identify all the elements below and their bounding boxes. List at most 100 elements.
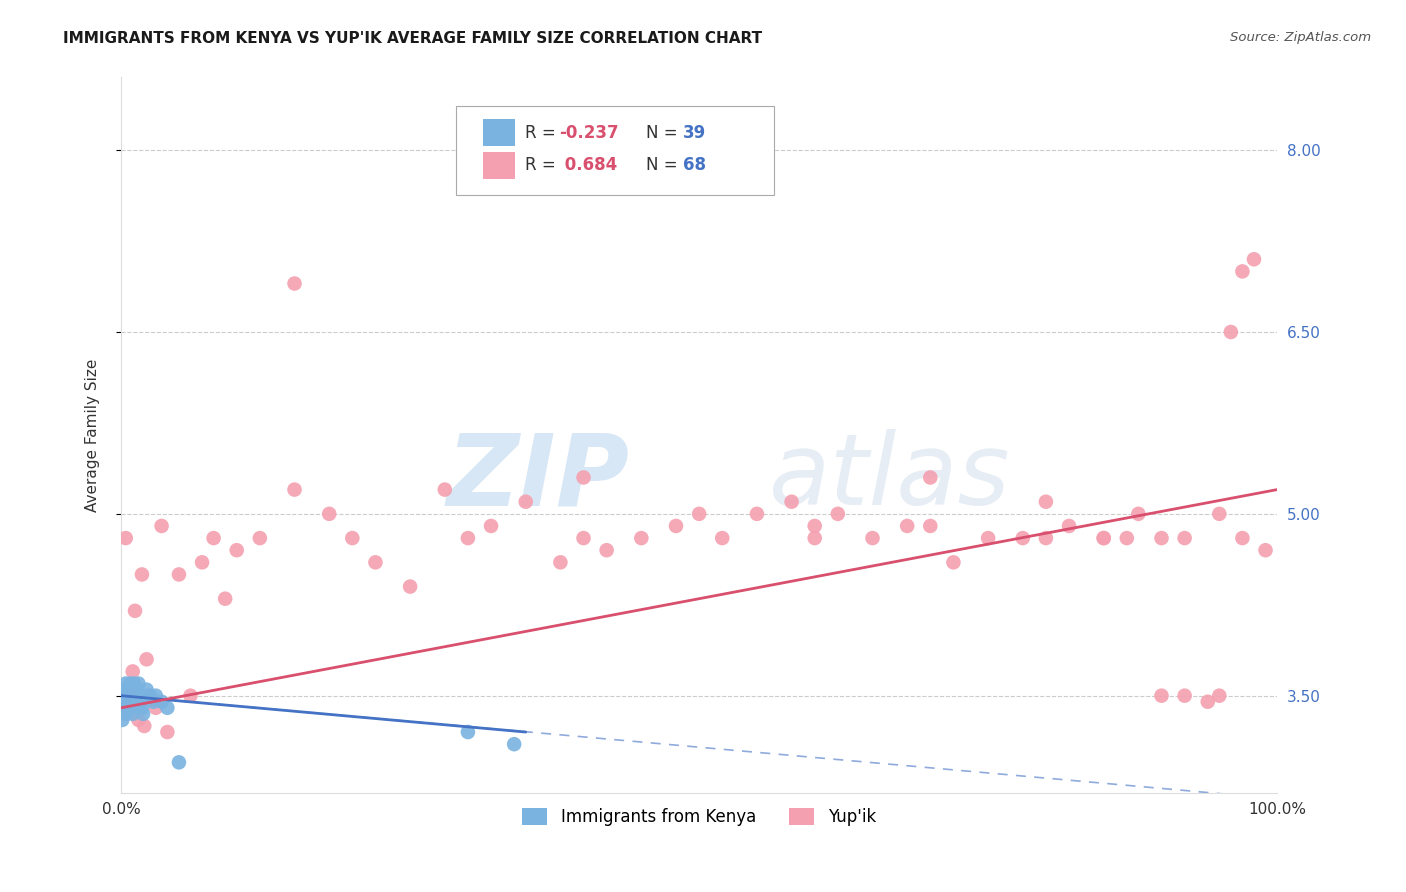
Point bbox=[111, 713, 134, 727]
Point bbox=[711, 531, 734, 545]
FancyBboxPatch shape bbox=[457, 106, 775, 195]
Point bbox=[120, 689, 142, 703]
Point bbox=[1035, 531, 1057, 545]
Point bbox=[515, 494, 537, 508]
Point bbox=[1232, 264, 1254, 278]
Text: 68: 68 bbox=[683, 156, 706, 175]
Point bbox=[1174, 689, 1197, 703]
Point bbox=[827, 507, 849, 521]
Point bbox=[145, 689, 167, 703]
Point bbox=[167, 567, 190, 582]
Point bbox=[249, 531, 271, 545]
Point bbox=[1208, 689, 1230, 703]
Text: N =: N = bbox=[645, 123, 683, 142]
Point bbox=[121, 706, 143, 721]
Point bbox=[1150, 531, 1173, 545]
Point bbox=[114, 531, 136, 545]
Point bbox=[121, 689, 143, 703]
Point bbox=[191, 555, 214, 569]
Point bbox=[1243, 252, 1265, 267]
Point bbox=[1150, 689, 1173, 703]
Point bbox=[745, 507, 768, 521]
Text: Source: ZipAtlas.com: Source: ZipAtlas.com bbox=[1230, 31, 1371, 45]
Point bbox=[1092, 531, 1115, 545]
Point bbox=[1254, 543, 1277, 558]
Point bbox=[1011, 531, 1033, 545]
Text: N =: N = bbox=[645, 156, 683, 175]
Point bbox=[780, 494, 803, 508]
Point bbox=[139, 689, 162, 703]
Point bbox=[803, 531, 825, 545]
Point bbox=[114, 706, 136, 721]
Point bbox=[156, 725, 179, 739]
Point bbox=[112, 695, 135, 709]
Text: R =: R = bbox=[524, 123, 561, 142]
Point bbox=[117, 689, 139, 703]
Point bbox=[117, 700, 139, 714]
Point bbox=[131, 567, 153, 582]
Point bbox=[479, 519, 502, 533]
Text: 0.684: 0.684 bbox=[560, 156, 617, 175]
Point bbox=[550, 555, 572, 569]
Point bbox=[399, 580, 422, 594]
Point bbox=[572, 470, 595, 484]
Point bbox=[112, 689, 135, 703]
Point bbox=[318, 507, 340, 521]
Point bbox=[125, 689, 148, 703]
Point bbox=[920, 519, 942, 533]
Point bbox=[121, 695, 143, 709]
Point bbox=[115, 689, 138, 703]
Point bbox=[283, 277, 305, 291]
Text: atlas: atlas bbox=[769, 429, 1010, 526]
Point bbox=[118, 695, 141, 709]
Point bbox=[920, 470, 942, 484]
Point bbox=[124, 604, 146, 618]
Point bbox=[1092, 531, 1115, 545]
FancyBboxPatch shape bbox=[482, 119, 516, 146]
Point bbox=[121, 665, 143, 679]
Point bbox=[179, 689, 201, 703]
Point bbox=[862, 531, 884, 545]
Point bbox=[114, 682, 136, 697]
Point bbox=[120, 676, 142, 690]
Point bbox=[457, 531, 479, 545]
Point bbox=[977, 531, 1000, 545]
Point bbox=[457, 725, 479, 739]
Point bbox=[342, 531, 364, 545]
Point bbox=[364, 555, 387, 569]
Point bbox=[156, 700, 179, 714]
Point bbox=[128, 689, 150, 703]
Point bbox=[127, 713, 149, 727]
FancyBboxPatch shape bbox=[482, 152, 516, 179]
Text: R =: R = bbox=[524, 156, 561, 175]
Point bbox=[114, 700, 136, 714]
Text: -0.237: -0.237 bbox=[560, 123, 619, 142]
Point bbox=[114, 676, 136, 690]
Point bbox=[225, 543, 247, 558]
Point bbox=[1197, 695, 1219, 709]
Point bbox=[665, 519, 688, 533]
Point bbox=[942, 555, 965, 569]
Point bbox=[134, 719, 156, 733]
Point bbox=[283, 483, 305, 497]
Point bbox=[142, 695, 165, 709]
Point bbox=[118, 689, 141, 703]
Point bbox=[129, 695, 152, 709]
Point bbox=[150, 519, 173, 533]
Point bbox=[595, 543, 617, 558]
Point bbox=[134, 689, 156, 703]
Point bbox=[803, 519, 825, 533]
Text: 39: 39 bbox=[683, 123, 706, 142]
Point bbox=[127, 695, 149, 709]
Point bbox=[1232, 531, 1254, 545]
Point bbox=[122, 676, 145, 690]
Y-axis label: Average Family Size: Average Family Size bbox=[86, 359, 100, 512]
Point bbox=[572, 531, 595, 545]
Point bbox=[433, 483, 456, 497]
Legend: Immigrants from Kenya, Yup'ik: Immigrants from Kenya, Yup'ik bbox=[515, 799, 884, 834]
Point bbox=[688, 507, 710, 521]
Point bbox=[145, 700, 167, 714]
Point bbox=[135, 682, 157, 697]
Point bbox=[115, 695, 138, 709]
Point bbox=[115, 682, 138, 697]
